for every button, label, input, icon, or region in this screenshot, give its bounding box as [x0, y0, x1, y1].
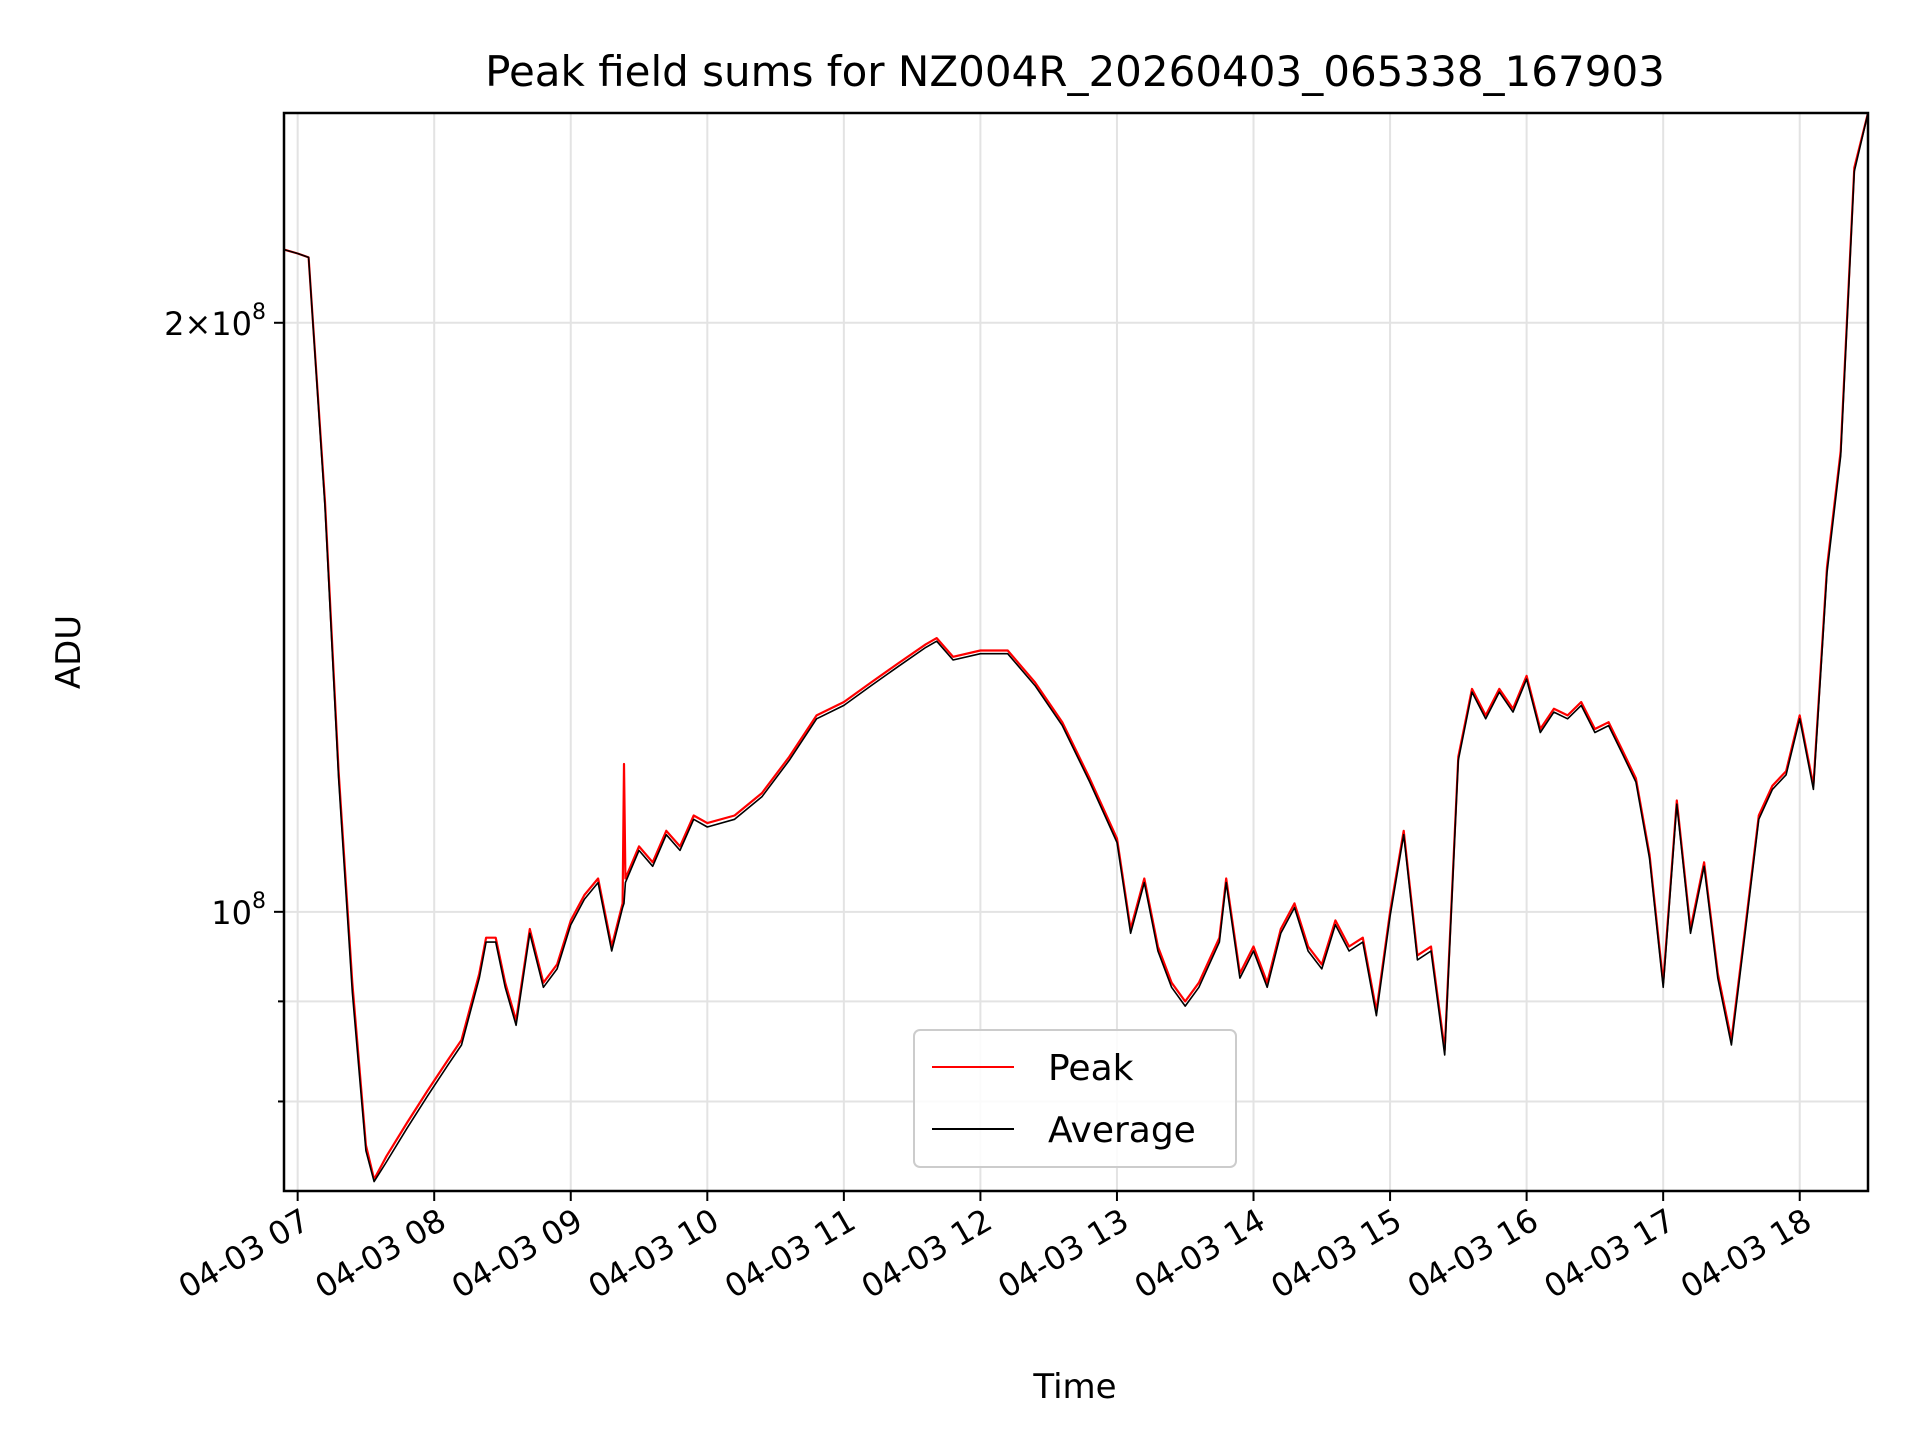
x-tick-label: 04-03 12 [855, 1201, 999, 1306]
series-line-peak [284, 113, 1868, 1181]
x-tick-label: 04-03 09 [445, 1201, 589, 1306]
x-tick-label: 04-03 16 [1401, 1201, 1545, 1306]
x-tick-label: 04-03 17 [1538, 1201, 1682, 1306]
plot-area [284, 113, 1868, 1183]
y-tick-label: 108 [211, 889, 266, 932]
x-tick-label: 04-03 13 [991, 1201, 1135, 1306]
legend: Peak Average [913, 1029, 1237, 1168]
x-axis-label: Time [1032, 1367, 1116, 1407]
x-tick-label: 04-03 18 [1674, 1201, 1818, 1306]
y-axis-label: ADU [49, 615, 89, 689]
x-tick-label: 04-03 10 [582, 1201, 726, 1306]
x-tick-label: 04-03 07 [172, 1201, 316, 1306]
y-axis: 108 2×108 [164, 300, 284, 1103]
series-layer [284, 113, 1868, 1183]
x-tick-label: 04-03 15 [1264, 1201, 1408, 1306]
legend-label-average: Average [1048, 1110, 1196, 1151]
grid-layer [284, 113, 1868, 1191]
legend-label-peak: Peak [1048, 1048, 1134, 1089]
legend-box [913, 1029, 1237, 1168]
chart-title: Peak field sums for NZ004R_20260403_0653… [485, 47, 1665, 96]
x-tick-label: 04-03 08 [309, 1201, 453, 1306]
y-tick-label: 2×108 [164, 300, 266, 343]
x-tick-label: 04-03 14 [1128, 1201, 1272, 1306]
series-line-average [284, 113, 1868, 1183]
x-tick-label: 04-03 11 [718, 1201, 862, 1306]
plot-frame [282, 111, 1870, 1193]
